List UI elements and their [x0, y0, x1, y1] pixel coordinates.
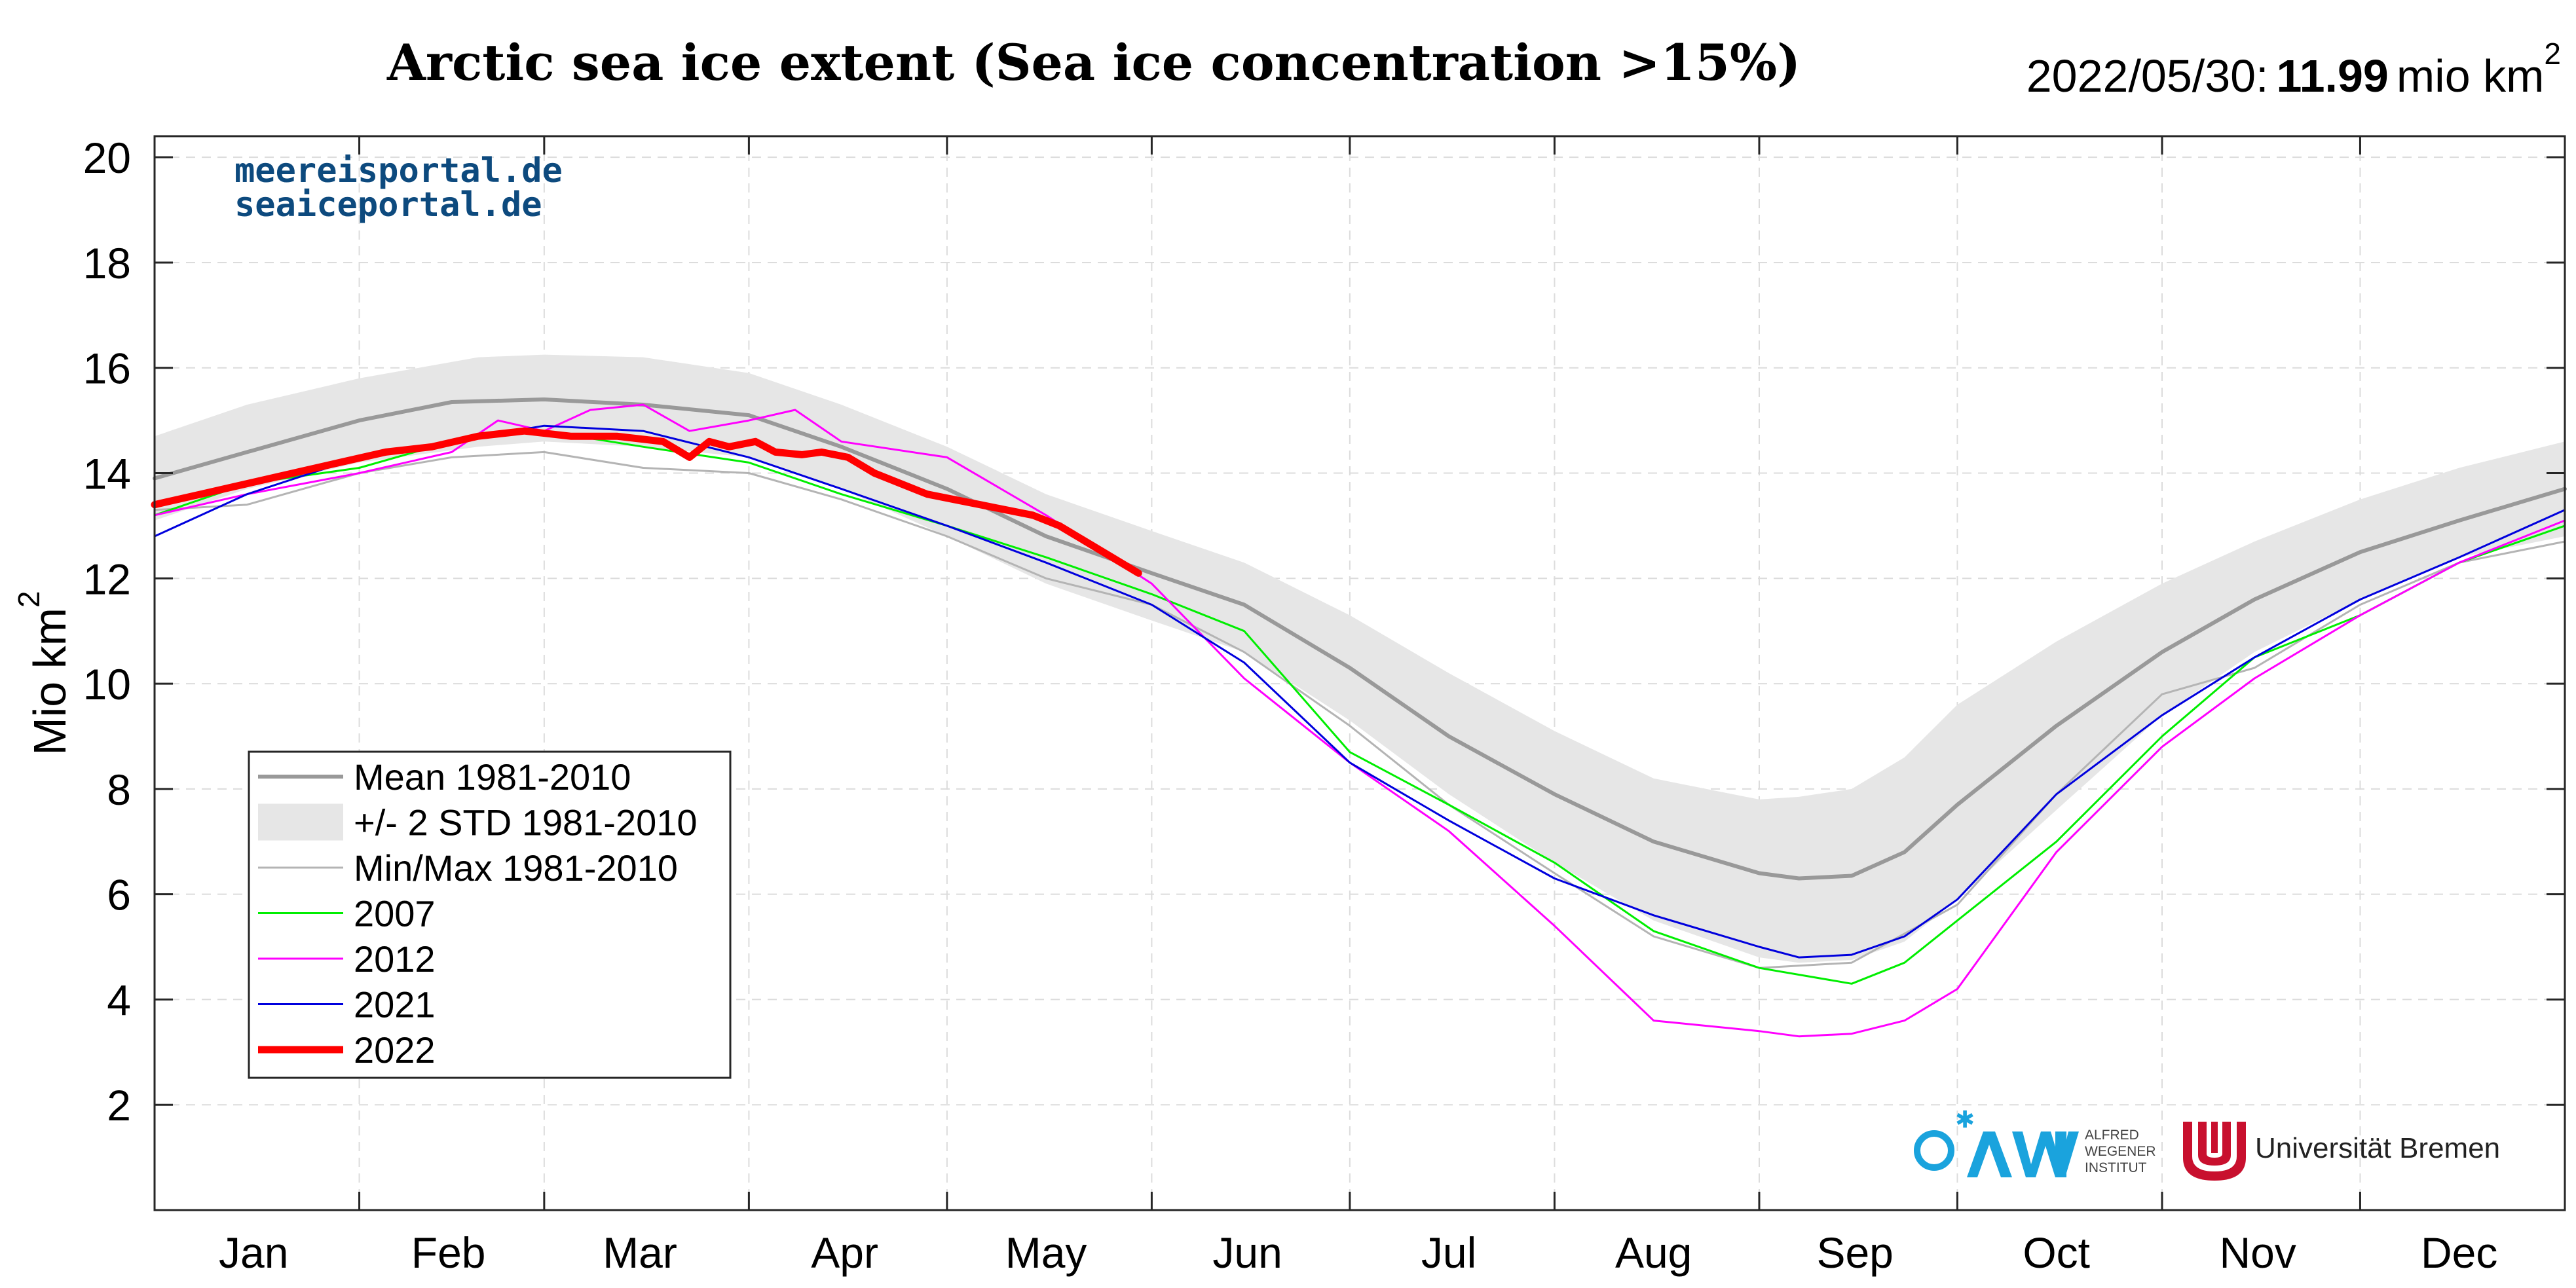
bremen-logo: Universität Bremen: [2183, 1122, 2500, 1181]
series-line-2021: [153, 424, 2566, 959]
x-tick-label-nov: Nov: [2219, 1228, 2296, 1277]
legend-label-2-std-1981-2010: +/- 2 STD 1981-2010: [354, 802, 698, 843]
x-tick-labels: Jan Feb Mar Apr May Jun Jul Aug Sep Oct Nov Dec: [219, 1228, 2497, 1277]
awi-globe-icon: [1914, 1130, 1954, 1171]
legend-label-min-max-1981-2010: Min/Max 1981-2010: [354, 847, 678, 889]
legend-item-min-max-1981-2010: Min/Max 1981-2010: [258, 847, 678, 889]
plot-frame: [153, 135, 2566, 1211]
x-tick-label-mar: Mar: [603, 1228, 677, 1277]
x-tick-label-jan: Jan: [219, 1228, 288, 1277]
date-value-readout: 2022/05/30: 11.99 mio km2: [2026, 37, 2561, 101]
y-axis-label: Mio km2: [12, 591, 75, 755]
bremen-outer-shield-icon: [2183, 1122, 2246, 1181]
awi-letter-i-icon: [2055, 1132, 2066, 1177]
awi-text-line-2: WEGENER: [2085, 1144, 2156, 1159]
y-tick-label-16: 16: [83, 344, 131, 393]
axis-ticks: [155, 136, 2565, 1210]
legend-items: Mean 1981-2010+/- 2 STD 1981-2010Min/Max…: [258, 756, 698, 1071]
legend-label-mean-1981-2010: Mean 1981-2010: [354, 756, 631, 798]
series-line-mean-1981-2010: [153, 397, 2567, 881]
legend-label-2021: 2021: [354, 984, 436, 1025]
std-band: [155, 354, 2565, 963]
x-tick-label-dec: Dec: [2421, 1228, 2497, 1277]
y-tick-label-14: 14: [83, 450, 131, 498]
bremen-text: Universität Bremen: [2255, 1132, 2500, 1164]
readout-date: 2022/05/30:: [2026, 50, 2269, 101]
legend: Mean 1981-2010+/- 2 STD 1981-2010Min/Max…: [248, 750, 732, 1079]
legend-label-2012: 2012: [354, 938, 436, 980]
legend-label-2022: 2022: [354, 1029, 436, 1071]
y-tick-label-18: 18: [83, 239, 131, 287]
series-layer: [151, 397, 2567, 1038]
y-tick-label-12: 12: [83, 555, 131, 603]
y-tick-label-20: 20: [83, 134, 131, 182]
awi-text-line-3: INSTITUT: [2085, 1160, 2147, 1175]
legend-item-2021: 2021: [258, 984, 436, 1025]
bremen-center-bar-icon: [2211, 1122, 2218, 1153]
y-tick-label-4: 4: [107, 976, 131, 1024]
legend-label-2007: 2007: [354, 893, 436, 934]
readout-value: 11.99: [2277, 50, 2389, 101]
x-tick-label-jul: Jul: [1421, 1228, 1476, 1277]
legend-item-mean-1981-2010: Mean 1981-2010: [258, 756, 631, 798]
plot-area: [151, 135, 2567, 1211]
y-tick-label-2: 2: [107, 1081, 131, 1130]
y-tick-label-10: 10: [83, 660, 131, 708]
legend-item-2022: 2022: [258, 1029, 436, 1071]
x-tick-label-sep: Sep: [1816, 1228, 1893, 1277]
watermark-meereisportal: meereisportal.de: [234, 151, 563, 191]
x-tick-label-oct: Oct: [2023, 1228, 2090, 1277]
x-tick-label-aug: Aug: [1615, 1228, 1692, 1277]
std-band-layer: [155, 354, 2565, 963]
awi-star-icon: ✱: [1955, 1106, 1975, 1133]
watermark-seaiceportal: seaiceportal.de: [234, 185, 542, 225]
bremen-inner-shield-icon: [2198, 1122, 2231, 1166]
legend-swatch-2-std-1981-2010: [258, 803, 343, 841]
y-axis-label-text: Mio km: [24, 608, 75, 756]
awi-logo: ✱ ALFRED WEGENER INSTITUT: [1914, 1106, 2156, 1177]
series-line-min-max-1981-2010: [153, 451, 2566, 969]
awi-letter-a-icon: [1967, 1132, 2012, 1177]
x-tick-label-jun: Jun: [1212, 1228, 1282, 1277]
legend-item-2012: 2012: [258, 938, 436, 980]
readout-unit-superscript: 2: [2544, 37, 2561, 71]
series-line-2022: [151, 427, 1142, 577]
x-tick-label-feb: Feb: [411, 1228, 486, 1277]
legend-item-2-std-1981-2010: +/- 2 STD 1981-2010: [258, 802, 698, 843]
legend-item-2007: 2007: [258, 893, 436, 934]
chart-title: Arctic sea ice extent (Sea ice concentra…: [386, 33, 1801, 92]
y-tick-label-8: 8: [107, 765, 131, 814]
readout-unit: mio km: [2397, 50, 2545, 101]
y-tick-label-6: 6: [107, 871, 131, 919]
legend-box: [248, 750, 732, 1079]
x-tick-label-may: May: [1005, 1228, 1087, 1277]
y-axis-label-superscript: 2: [12, 591, 46, 608]
awi-text-line-1: ALFRED: [2085, 1128, 2139, 1143]
x-tick-label-apr: Apr: [811, 1228, 878, 1277]
y-tick-labels: 2 4 6 8 10 12 14 16 18 20: [83, 134, 131, 1130]
